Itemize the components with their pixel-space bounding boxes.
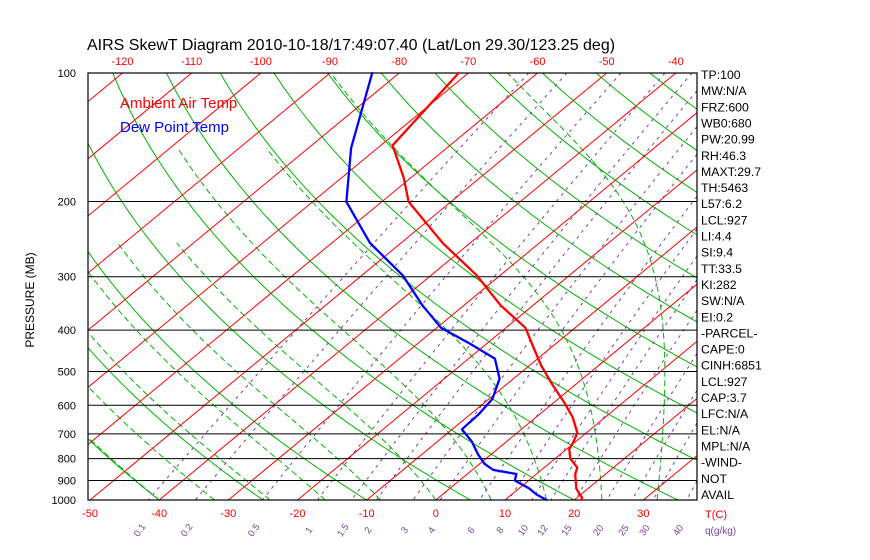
svg-text:LCL:927: LCL:927 bbox=[701, 375, 748, 389]
svg-text:PW:20.99: PW:20.99 bbox=[701, 133, 755, 147]
svg-text:-100: -100 bbox=[250, 56, 272, 68]
svg-text:100: 100 bbox=[58, 68, 76, 80]
svg-text:SI:9.4: SI:9.4 bbox=[701, 246, 733, 260]
svg-text:-70: -70 bbox=[460, 56, 476, 68]
svg-text:CAPE:0: CAPE:0 bbox=[701, 343, 745, 357]
svg-text:TP:100: TP:100 bbox=[701, 68, 741, 82]
svg-text:-40: -40 bbox=[151, 508, 167, 520]
svg-text:EI:0.2: EI:0.2 bbox=[701, 310, 733, 324]
svg-text:300: 300 bbox=[58, 272, 76, 284]
svg-text:q(g/kg): q(g/kg) bbox=[705, 526, 736, 537]
svg-text:MW:N/A: MW:N/A bbox=[701, 84, 747, 98]
svg-text:-20: -20 bbox=[290, 508, 306, 520]
svg-text:200: 200 bbox=[58, 197, 76, 209]
svg-text:T(C): T(C) bbox=[705, 509, 727, 521]
svg-text:800: 800 bbox=[58, 454, 76, 466]
svg-text:AVAIL: AVAIL bbox=[701, 488, 734, 502]
svg-text:CAP:3.7: CAP:3.7 bbox=[701, 391, 747, 405]
svg-text:-50: -50 bbox=[82, 508, 98, 520]
svg-text:600: 600 bbox=[58, 400, 76, 412]
svg-text:900: 900 bbox=[58, 475, 76, 487]
svg-text:400: 400 bbox=[58, 325, 76, 337]
svg-text:-80: -80 bbox=[391, 56, 407, 68]
svg-text:MPL:N/A: MPL:N/A bbox=[701, 439, 751, 453]
svg-text:KI:282: KI:282 bbox=[701, 278, 737, 292]
svg-text:-10: -10 bbox=[359, 508, 375, 520]
svg-text:TH:5463: TH:5463 bbox=[701, 181, 748, 195]
svg-text:-30: -30 bbox=[220, 508, 236, 520]
svg-text:RH:46.3: RH:46.3 bbox=[701, 149, 746, 163]
svg-text:Ambient Air Temp: Ambient Air Temp bbox=[120, 95, 237, 112]
svg-text:700: 700 bbox=[58, 429, 76, 441]
svg-text:-PARCEL-: -PARCEL- bbox=[701, 326, 757, 340]
svg-text:FRZ:600: FRZ:600 bbox=[701, 100, 749, 114]
svg-text:500: 500 bbox=[58, 366, 76, 378]
svg-text:-WIND-: -WIND- bbox=[701, 456, 742, 470]
svg-text:-50: -50 bbox=[599, 56, 615, 68]
svg-text:0: 0 bbox=[433, 508, 439, 520]
svg-text:MAXT:29.7: MAXT:29.7 bbox=[701, 165, 761, 179]
svg-text:30: 30 bbox=[637, 508, 649, 520]
svg-text:AIRS SkewT Diagram 2010-10-18/: AIRS SkewT Diagram 2010-10-18/17:49:07.4… bbox=[87, 37, 615, 54]
svg-text:20: 20 bbox=[568, 508, 580, 520]
svg-text:TT:33.5: TT:33.5 bbox=[701, 262, 742, 276]
svg-text:L57:6.2: L57:6.2 bbox=[701, 197, 742, 211]
svg-text:-40: -40 bbox=[668, 56, 684, 68]
svg-text:NOT: NOT bbox=[701, 472, 727, 486]
svg-text:LCL:927: LCL:927 bbox=[701, 213, 748, 227]
svg-text:10: 10 bbox=[499, 508, 511, 520]
svg-text:1000: 1000 bbox=[52, 495, 76, 507]
svg-text:SW:N/A: SW:N/A bbox=[701, 294, 745, 308]
svg-text:-120: -120 bbox=[111, 56, 133, 68]
svg-text:Dew Point Temp: Dew Point Temp bbox=[120, 119, 229, 136]
svg-text:CINH:6851: CINH:6851 bbox=[701, 359, 762, 373]
svg-text:WB0:680: WB0:680 bbox=[701, 116, 752, 130]
svg-text:LFC:N/A: LFC:N/A bbox=[701, 407, 749, 421]
svg-text:-60: -60 bbox=[530, 56, 546, 68]
svg-text:-110: -110 bbox=[181, 56, 202, 68]
svg-text:EL:N/A: EL:N/A bbox=[701, 423, 741, 437]
svg-text:-90: -90 bbox=[322, 56, 338, 68]
svg-text:PRESSURE (MB): PRESSURE (MB) bbox=[23, 252, 37, 347]
svg-text:LI:4.4: LI:4.4 bbox=[701, 230, 732, 244]
